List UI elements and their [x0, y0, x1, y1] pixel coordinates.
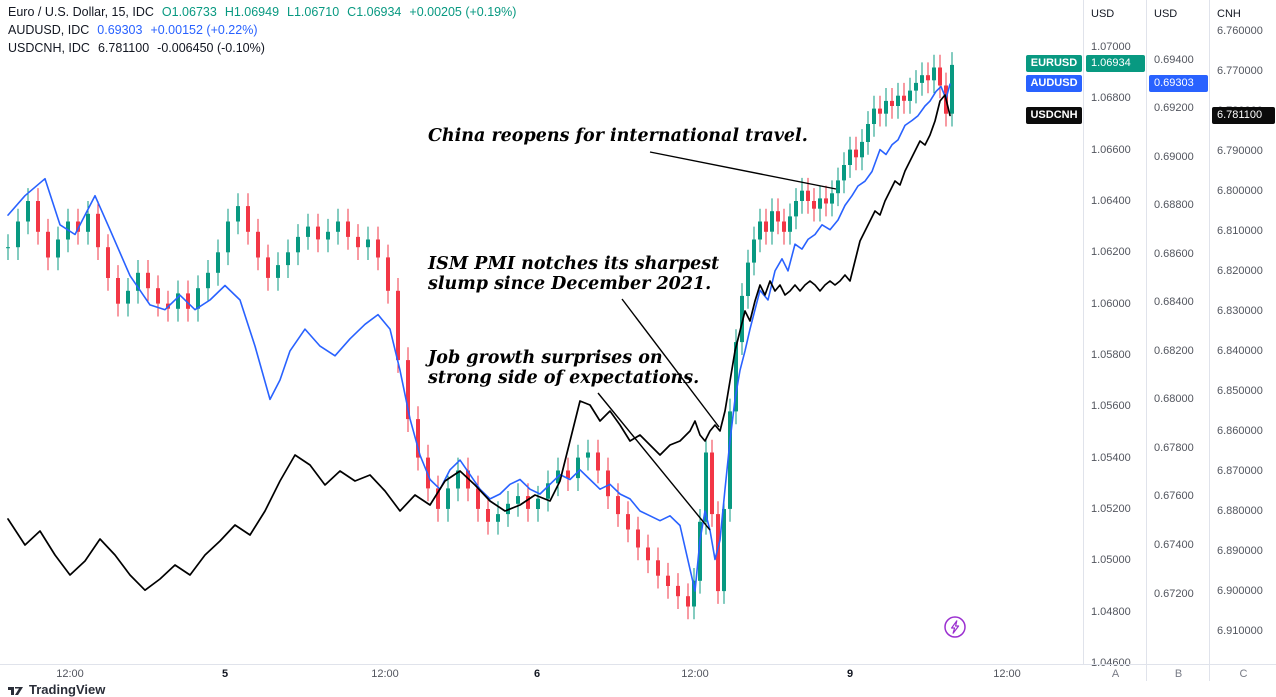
- axis-tick-label: 1.05200: [1091, 503, 1131, 515]
- axis-tick-label: 1.06600: [1091, 143, 1131, 156]
- legend-value: -0.006450 (-0.10%): [157, 41, 265, 55]
- axis-tick-label: 6.760000: [1217, 25, 1263, 37]
- axis-tick-label: 1.04800: [1091, 605, 1131, 618]
- legend-row[interactable]: AUDUSD, IDC 0.69303 +0.00152 (+0.22%): [8, 23, 516, 41]
- legend-value: O1.06733: [161, 5, 217, 19]
- series-symbol-tag-usdcnh: USDCNH: [1026, 106, 1082, 124]
- axis-col-eur[interactable]: USD A 1.07000 1.06800 1.06600 1.06400 1.0620…: [1083, 0, 1147, 681]
- time-axis-label: 12:00: [993, 668, 1021, 680]
- axis-header: CNH: [1217, 8, 1241, 20]
- legend-value: H1.06949: [224, 5, 280, 19]
- logo-bar: TradingView: [8, 681, 105, 697]
- axis-tick-label: 6.840000: [1217, 345, 1263, 357]
- series-symbol-tag-eurusd: EURUSD: [1026, 55, 1082, 73]
- axis-tick-label: 0.68200: [1154, 344, 1194, 357]
- axis-tick-label: 0.68600: [1154, 247, 1194, 260]
- time-axis-label: 12:00: [371, 668, 399, 680]
- axis-tick-label: 0.68000: [1154, 393, 1194, 406]
- plot-svg: [6, 52, 954, 620]
- legend: Euro / U.S. Dollar, 15, IDC O1.06733 H1.06…: [8, 5, 516, 59]
- legend-value: 0.69303: [97, 23, 143, 37]
- axis-tick-label: 1.06800: [1091, 92, 1131, 105]
- legend-value: C1.06934: [347, 5, 402, 19]
- axis-tick-label: 1.07000: [1091, 41, 1131, 53]
- tradingview-logo-icon[interactable]: [8, 683, 24, 696]
- last-price-tag-eurusd: 1.06934: [1086, 55, 1145, 73]
- axis-tick-label: 1.05000: [1091, 554, 1131, 567]
- legend-row[interactable]: Euro / U.S. Dollar, 15, IDC O1.06733 H1.06…: [8, 5, 516, 23]
- axis-tick-label: 0.67600: [1154, 490, 1194, 503]
- axis-tick-label: 6.810000: [1217, 225, 1263, 237]
- axis-tick-label: 6.820000: [1217, 265, 1263, 277]
- legend-value: +0.00152 (+0.22%): [150, 23, 258, 37]
- axis-tick-label: 6.850000: [1217, 385, 1263, 397]
- time-axis-label: 9: [846, 668, 854, 680]
- axis-tick-label: 1.06200: [1091, 246, 1131, 259]
- axis-tick-label: 6.880000: [1217, 505, 1263, 517]
- axis-tick-label: 1.05600: [1091, 400, 1131, 413]
- axis-tick-label: 6.860000: [1217, 425, 1263, 437]
- axis-tick-label: 0.69000: [1154, 150, 1194, 163]
- time-axis-label: 5: [221, 668, 229, 680]
- chart-area[interactable]: China reopens for international travel. I…: [0, 0, 1084, 665]
- axis-header: USD: [1154, 8, 1178, 20]
- time-axis[interactable]: 12:00 5 12:00 6 12:00 9 12:00: [0, 665, 1084, 681]
- axis-tick-label: 0.68800: [1154, 199, 1194, 212]
- series-audusd[interactable]: [7, 83, 951, 592]
- axis-scale-letter[interactable]: B: [1174, 668, 1183, 680]
- series-symbol-tag-audusd: AUDUSD: [1026, 74, 1082, 92]
- axis-tick-label: 1.06400: [1091, 195, 1131, 207]
- axis-tick-label: 6.900000: [1217, 585, 1263, 597]
- axis-tick-label: 0.69400: [1154, 53, 1194, 66]
- legend-value: +0.00205 (+0.19%): [409, 5, 517, 19]
- axis-tick-label: 1.06000: [1091, 297, 1131, 310]
- axis-tick-label: 6.770000: [1217, 65, 1263, 77]
- axis-tick-label: 6.870000: [1217, 465, 1263, 477]
- axis-header: USD: [1091, 8, 1115, 20]
- annotation-pointer-line: [621, 298, 720, 428]
- legend-value: L1.06710: [287, 5, 340, 19]
- axis-tick-label: 6.910000: [1217, 625, 1263, 637]
- series-eurusd[interactable]: [6, 52, 954, 620]
- axis-tick-label: 0.69200: [1154, 102, 1194, 115]
- series-usdcnh[interactable]: [7, 94, 951, 592]
- legend-value: 6.781100: [97, 41, 150, 55]
- tradingview-logo-text[interactable]: TradingView: [29, 681, 106, 697]
- legend-symbol-name: AUDUSD, IDC: [8, 23, 90, 37]
- axis-tick-label: 6.790000: [1217, 145, 1263, 157]
- last-price-tag-audusd: 0.69303: [1149, 74, 1208, 92]
- annotation-pointer-line: [649, 151, 837, 190]
- axis-scale-letter[interactable]: C: [1239, 668, 1248, 680]
- axis-tick-label: 0.68400: [1154, 296, 1194, 309]
- annotation-pointer-line: [597, 392, 711, 531]
- axis-tick-label: 1.04600: [1091, 656, 1131, 669]
- time-axis-label: 6: [533, 668, 541, 680]
- axis-tick-label: 6.830000: [1217, 305, 1263, 317]
- time-axis-label: 12:00: [56, 668, 84, 680]
- axis-col-aud[interactable]: USD B 0.69400 0.69200 0.69000 0.68800 0.6860…: [1146, 0, 1210, 681]
- axis-col-cnh[interactable]: CNH C 6.7600006.7700006.7800006.7900006.…: [1209, 0, 1276, 681]
- time-axis-label: 12:00: [681, 668, 709, 680]
- lightning-icon[interactable]: [944, 616, 966, 638]
- axis-tick-label: 1.05800: [1091, 349, 1131, 361]
- axis-tick-label: 0.67400: [1154, 539, 1194, 551]
- legend-row[interactable]: USDCNH, IDC 6.781100 -0.006450 (-0.10%): [8, 41, 516, 59]
- last-price-tag-usdcnh: 6.781100: [1212, 106, 1275, 124]
- axis-tick-label: 6.890000: [1217, 545, 1263, 557]
- axis-tick-label: 1.05400: [1091, 451, 1131, 464]
- axis-tick-label: 0.67800: [1154, 441, 1194, 454]
- axis-tick-label: 0.67200: [1154, 587, 1194, 600]
- time-axis-separator: [0, 664, 1276, 665]
- legend-symbol-name: USDCNH, IDC: [8, 41, 90, 55]
- axis-tick-label: 6.800000: [1217, 185, 1263, 197]
- legend-symbol-name: Euro / U.S. Dollar, 15, IDC: [8, 5, 154, 19]
- axis-scale-letter[interactable]: A: [1111, 668, 1120, 680]
